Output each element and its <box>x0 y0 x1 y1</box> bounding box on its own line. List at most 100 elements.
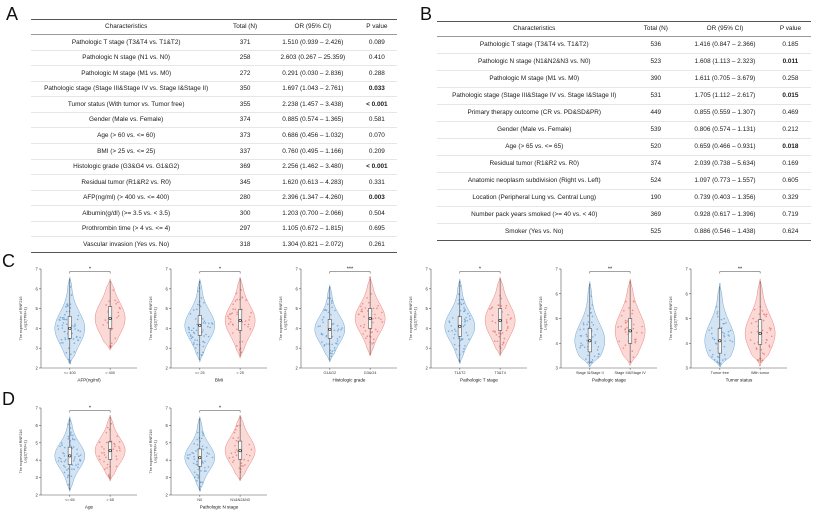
total-cell: 525 <box>650 227 662 235</box>
or-ci-cell: 1.203 (0.700 – 2.066) <box>268 205 357 222</box>
p-value-cell: 0.624 <box>782 227 799 235</box>
svg-text:4: 4 <box>165 326 168 331</box>
table-row: Prothrombin time (> 4 vs. <= 4) 297 1.105 … <box>31 221 397 238</box>
svg-text:Log2(TPM+1): Log2(TPM+1) <box>154 440 158 463</box>
svg-text:7: 7 <box>685 267 688 272</box>
characteristic-cell: AFP(ng/ml) (> 400 vs. <= 400) <box>31 190 222 207</box>
column-header: Characteristics <box>31 19 222 36</box>
table-row: Age (> 60 vs. <= 60) 373 0.686 (0.456 – 1.… <box>31 127 397 144</box>
svg-text:> 25: > 25 <box>236 371 244 375</box>
characteristic-cell: Albumin(g/dl) (>= 3.5 vs. < 3.5) <box>31 205 222 222</box>
p-value-cell: 0.033 <box>356 81 397 98</box>
violin-plot-tumor-status: 3 4 5 6 7 The expression of RNF216 Log2(TPM+1)… <box>666 259 791 391</box>
total-cell: 297 <box>221 221 269 238</box>
or-ci-cell: 0.760 (0.495 – 1.166) <box>268 143 357 160</box>
characteristic-cell: Histologic grade (G3&G4 vs. G1&G2) <box>31 159 222 176</box>
panel-c-label: C <box>2 251 15 271</box>
total-cell: 369 <box>221 159 269 176</box>
or-ci-cell: 2.256 (1.462 – 3.480) <box>268 159 357 176</box>
total-cell: 258 <box>221 50 269 67</box>
header-row: Characteristics Total (N) OR (95% CI) P val… <box>437 21 811 38</box>
table-row: Pathologic N stage (N1 vs. N0) 258 2.603 (… <box>31 50 397 67</box>
total-cell: 520 <box>631 138 681 156</box>
table-row: Residual tumor (R1&R2 vs. R0) 374 2.039 (0… <box>437 155 811 173</box>
svg-text:The expression of RNF216: The expression of RNF216 <box>149 429 153 473</box>
characteristic-cell: Age (> 65 vs. <= 65) <box>437 138 632 156</box>
svg-text:5: 5 <box>165 440 168 445</box>
svg-text:2: 2 <box>35 366 38 371</box>
svg-text:3: 3 <box>555 366 558 371</box>
violin-plot-svg: 3 4 5 6 7 The expression of RNF216 Log2(TPM+1)… <box>539 266 657 383</box>
or-ci-cell: 1.608 (1.113 – 2.323) <box>680 53 770 72</box>
svg-text:Pathologic N stage: Pathologic N stage <box>200 505 239 510</box>
svg-text:Stage III&Stage IV: Stage III&Stage IV <box>614 371 646 375</box>
characteristic-cell: Location (Peripheral Lung vs. Central Lu… <box>437 189 632 207</box>
svg-text:7: 7 <box>165 406 168 411</box>
svg-text:Log2(TPM+1): Log2(TPM+1) <box>284 307 288 330</box>
characteristic-cell: Anatomic neoplasm subdivision (Right vs.… <box>437 172 632 190</box>
column-header: Total (N) <box>221 19 269 36</box>
svg-text:Log2(TPM+1): Log2(TPM+1) <box>24 307 28 330</box>
table-row: Pathologic stage (Stage III&Stage IV vs.… <box>437 87 811 105</box>
total-cell: 350 <box>221 81 269 98</box>
svg-text:5: 5 <box>425 306 428 311</box>
svg-text:5: 5 <box>35 306 38 311</box>
svg-text:4: 4 <box>685 341 688 346</box>
or-ci-cell: 1.105 (0.672 – 1.815) <box>268 221 357 238</box>
or-ci-cell: 1.611 (0.705 – 3.679) <box>680 70 770 88</box>
or-ci-cell: 0.886 (0.546 – 1.438) <box>694 227 756 235</box>
total-cell: 337 <box>221 143 269 160</box>
svg-text:3: 3 <box>165 346 168 351</box>
table-row: AFP(ng/ml) (> 400 vs. <= 400) 280 2.396 (1… <box>31 190 397 207</box>
table-row: Pathologic N stage (N1&N2&N3 vs. N0) 523 1… <box>437 53 811 72</box>
violin-plot-svg: 2 3 4 5 6 7 The expression of RNF216 Log2(TPM+1… <box>409 266 527 383</box>
total-cell: 536 <box>631 36 681 55</box>
svg-text:*: * <box>89 266 92 272</box>
characteristic-cell: Smoker (Yes vs. No) <box>505 227 564 235</box>
svg-text:N0: N0 <box>197 498 202 502</box>
table-row: Histologic grade (G3&G4 vs. G1&G2) 369 2.2… <box>31 159 397 176</box>
table-row: Location (Peripheral Lung vs. Central Lu… <box>437 189 811 207</box>
or-ci-cell: 2.039 (0.738 – 5.634) <box>680 155 770 173</box>
svg-text:The expression of RNF216: The expression of RNF216 <box>19 429 23 473</box>
p-value-cell: 0.288 <box>356 65 397 82</box>
violin-plot-svg: 2 3 4 5 6 7 The expression of RNF216 Log2(TPM+1… <box>149 405 267 510</box>
p-value-cell: 0.185 <box>769 36 811 55</box>
table-row: BMI (> 25 vs. <= 25) 337 0.760 (0.495 – 1.… <box>31 143 397 160</box>
total-cell: 280 <box>221 190 269 207</box>
p-value-cell: 0.329 <box>769 189 811 207</box>
svg-text:5: 5 <box>165 306 168 311</box>
or-ci-cell: 2.603 (0.267 – 25.359) <box>268 50 357 67</box>
p-value-cell: 0.018 <box>769 138 811 156</box>
svg-text:6: 6 <box>555 291 558 296</box>
svg-text:2: 2 <box>165 366 168 371</box>
column-header: OR (95% CI) <box>680 21 770 38</box>
table-row: Pathologic T stage (T3&T4 vs. T1&T2) 536 1… <box>437 36 811 55</box>
svg-text:<= 25: <= 25 <box>195 371 205 375</box>
p-value-cell: 0.212 <box>769 121 811 139</box>
panel-a-label: A <box>6 4 19 24</box>
table-row: Tumor status (With tumor vs. Tumor free)… <box>31 96 397 113</box>
table-row: Gender (Male vs. Female) 539 0.806 (0.574 … <box>437 121 811 139</box>
total-cell: 524 <box>631 172 681 190</box>
svg-text:6: 6 <box>165 286 168 291</box>
characteristic-cell: Residual tumor (R1&R2 vs. R0) <box>437 155 632 173</box>
characteristic-cell: Pathologic M stage (M1 vs. M0) <box>437 70 632 88</box>
p-value-cell: 0.605 <box>769 172 811 190</box>
panel-d-label: D <box>2 389 15 409</box>
table-row: Primary therapy outcome (CR vs. PD&SD&PR… <box>437 104 811 122</box>
or-ci-cell: 1.097 (0.773 – 1.557) <box>680 172 770 190</box>
total-cell: 371 <box>221 34 269 51</box>
or-ci-cell: 0.885 (0.574 – 1.365) <box>268 112 357 129</box>
svg-text:6: 6 <box>295 286 298 291</box>
p-value-cell: 0.169 <box>769 155 811 173</box>
characteristic-cell: Pathologic M stage (M1 vs. M0) <box>31 65 222 82</box>
violin-plot-svg: 2 3 4 5 6 7 The expression of RNF216 Log2(TPM+1… <box>19 266 137 383</box>
table-row: Anatomic neoplasm subdivision (Right vs.… <box>437 172 811 190</box>
svg-text:7: 7 <box>35 267 38 272</box>
svg-text:3: 3 <box>425 346 428 351</box>
or-ci-cell: 0.739 (0.403 – 1.356) <box>680 189 770 207</box>
total-cell: 369 <box>631 206 681 224</box>
table-row: Vascular invasion (Yes vs. No) 318 1.304 (… <box>31 237 397 253</box>
table-row: Pathologic T stage (T3&T4 vs. T1&T2) 371 1… <box>31 34 397 51</box>
